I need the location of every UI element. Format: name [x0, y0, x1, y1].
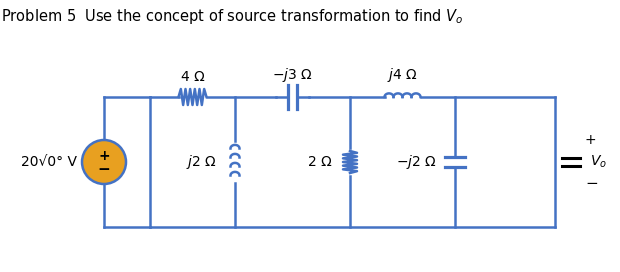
Text: +: +	[98, 149, 110, 163]
Text: −: −	[97, 162, 110, 178]
Circle shape	[82, 140, 126, 184]
Text: $j$2 Ω: $j$2 Ω	[186, 153, 217, 171]
Text: 20√0° V: 20√0° V	[21, 155, 77, 169]
Text: $j$4 Ω: $j$4 Ω	[387, 66, 418, 84]
Text: 2 Ω: 2 Ω	[308, 155, 332, 169]
Text: +: +	[585, 133, 596, 147]
Text: −: −	[585, 177, 598, 191]
Text: 4 Ω: 4 Ω	[180, 70, 205, 84]
Text: Problem 5  Use the concept of source transformation to find $V_o$: Problem 5 Use the concept of source tran…	[1, 7, 464, 26]
Text: $V_o$: $V_o$	[590, 154, 607, 170]
Text: $-j$2 Ω: $-j$2 Ω	[396, 153, 437, 171]
Text: $-j$3 Ω: $-j$3 Ω	[272, 66, 313, 84]
